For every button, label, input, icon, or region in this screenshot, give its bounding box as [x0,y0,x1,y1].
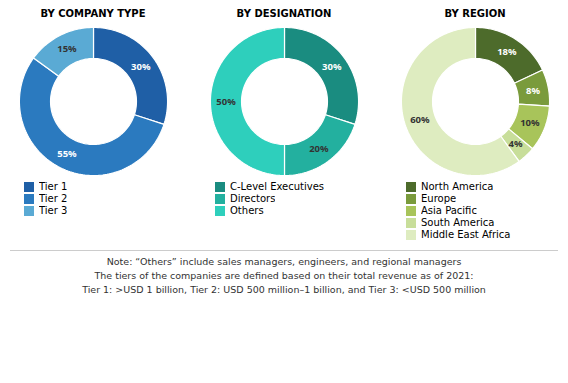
html-text:Tier 1: Tier 1 [39,181,68,192]
svg-text:30%: 30% [322,60,342,73]
svg-text:30%: 30% [131,60,151,73]
svg-text:8%: 8% [526,84,540,97]
html-text:Directors: Directors [230,193,276,204]
html-text:Note: “Others” include sales m: Note: “Others” include sales managers, e… [106,256,462,267]
html-text:Tier 3: Tier 3 [39,205,68,216]
svg-text:10%: 10% [520,116,540,129]
html-text:BY COMPANY TYPE: BY COMPANY TYPE [40,8,146,19]
html-text:C-Level Executives: C-Level Executives [230,181,325,192]
svg-text:50%: 50% [216,95,236,108]
html-text:Tier 2: Tier 2 [39,193,68,204]
html-text:Europe: Europe [421,193,457,204]
html-text:BY DESIGNATION: BY DESIGNATION [236,8,332,19]
svg-text:4%: 4% [509,137,523,150]
html-text:BY REGION: BY REGION [444,8,506,19]
html-text:South America: South America [421,217,495,228]
html-text:Asia Pacific: Asia Pacific [421,205,477,216]
html-text:The tiers of the companies are: The tiers of the companies are defined b… [94,270,474,281]
html-text:Tier 1: >USD 1 billion, Tier 2: Tier 1: >USD 1 billion, Tier 2: USD 500 … [82,284,486,295]
html-text:North America: North America [421,181,494,192]
svg-text:18%: 18% [497,45,517,58]
html-text:Middle East Africa: Middle East Africa [421,229,511,240]
svg-text:55%: 55% [57,147,77,160]
svg-text:20%: 20% [309,142,329,155]
svg-text:60%: 60% [410,113,430,126]
svg-text:15%: 15% [57,42,77,55]
html-text:Others: Others [230,205,264,216]
